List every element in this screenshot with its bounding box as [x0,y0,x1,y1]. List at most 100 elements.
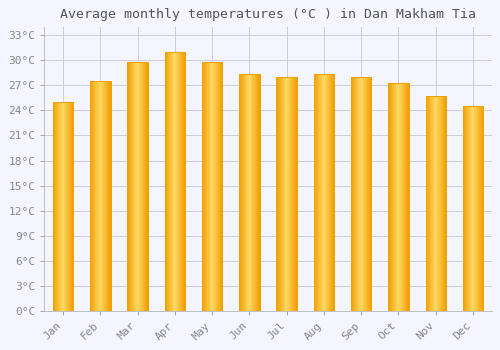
Bar [145,62,146,311]
Bar [366,77,368,311]
Bar [371,77,372,311]
Bar [184,52,185,311]
Bar [177,52,178,311]
Bar [100,81,101,311]
Bar [475,106,476,311]
Bar [128,62,130,311]
Bar [328,75,330,311]
Bar [246,75,248,311]
Bar [441,96,442,311]
Bar [219,62,220,311]
Bar [252,75,253,311]
Bar [428,96,429,311]
Bar [181,52,182,311]
Bar [240,75,241,311]
Bar [317,75,318,311]
Bar [357,77,358,311]
Bar [216,62,217,311]
Bar [108,81,109,311]
Bar [352,77,353,311]
Bar [179,52,180,311]
Bar [399,83,400,311]
Bar [296,77,297,311]
Bar [105,81,106,311]
Bar [143,62,144,311]
Bar [64,102,65,311]
Bar [104,81,105,311]
Bar [288,77,290,311]
Bar [393,83,394,311]
Bar [293,77,294,311]
Bar [101,81,102,311]
Bar [326,75,328,311]
Bar [97,81,98,311]
Bar [130,62,132,311]
Bar [397,83,398,311]
Bar [477,106,478,311]
Bar [61,102,62,311]
Bar [480,106,481,311]
Bar [135,62,136,311]
Bar [324,75,326,311]
Bar [241,75,242,311]
Bar [277,77,278,311]
Bar [136,62,137,311]
Bar [330,75,331,311]
Bar [471,106,472,311]
Bar [482,106,484,311]
Bar [176,52,177,311]
Bar [132,62,133,311]
Bar [69,102,70,311]
Bar [60,102,61,311]
Bar [434,96,435,311]
Bar [464,106,465,311]
Bar [182,52,183,311]
Bar [138,62,139,311]
Bar [215,62,216,311]
Bar [67,102,68,311]
Bar [71,102,72,311]
Bar [253,75,254,311]
Bar [442,96,444,311]
Bar [481,106,482,311]
Bar [436,96,437,311]
Bar [259,75,260,311]
Bar [206,62,208,311]
Bar [66,102,67,311]
Bar [368,77,370,311]
Bar [356,77,357,311]
Bar [479,106,480,311]
Bar [426,96,427,311]
Bar [210,62,212,311]
Bar [258,75,259,311]
Bar [283,77,284,311]
Bar [465,106,466,311]
Bar [463,106,464,311]
Bar [239,75,240,311]
Bar [361,77,362,311]
Bar [404,83,406,311]
Bar [286,77,288,311]
Bar [331,75,332,311]
Bar [202,62,203,311]
Bar [106,81,107,311]
Bar [360,77,361,311]
Bar [406,83,408,311]
Bar [323,75,324,311]
Bar [175,52,176,311]
Bar [290,77,291,311]
Bar [90,81,92,311]
Bar [56,102,57,311]
Bar [72,102,73,311]
Bar [467,106,468,311]
Bar [321,75,322,311]
Bar [180,52,181,311]
Bar [395,83,396,311]
Bar [391,83,392,311]
Bar [183,52,184,311]
Bar [59,102,60,311]
Bar [392,83,393,311]
Bar [474,106,475,311]
Bar [144,62,145,311]
Bar [431,96,432,311]
